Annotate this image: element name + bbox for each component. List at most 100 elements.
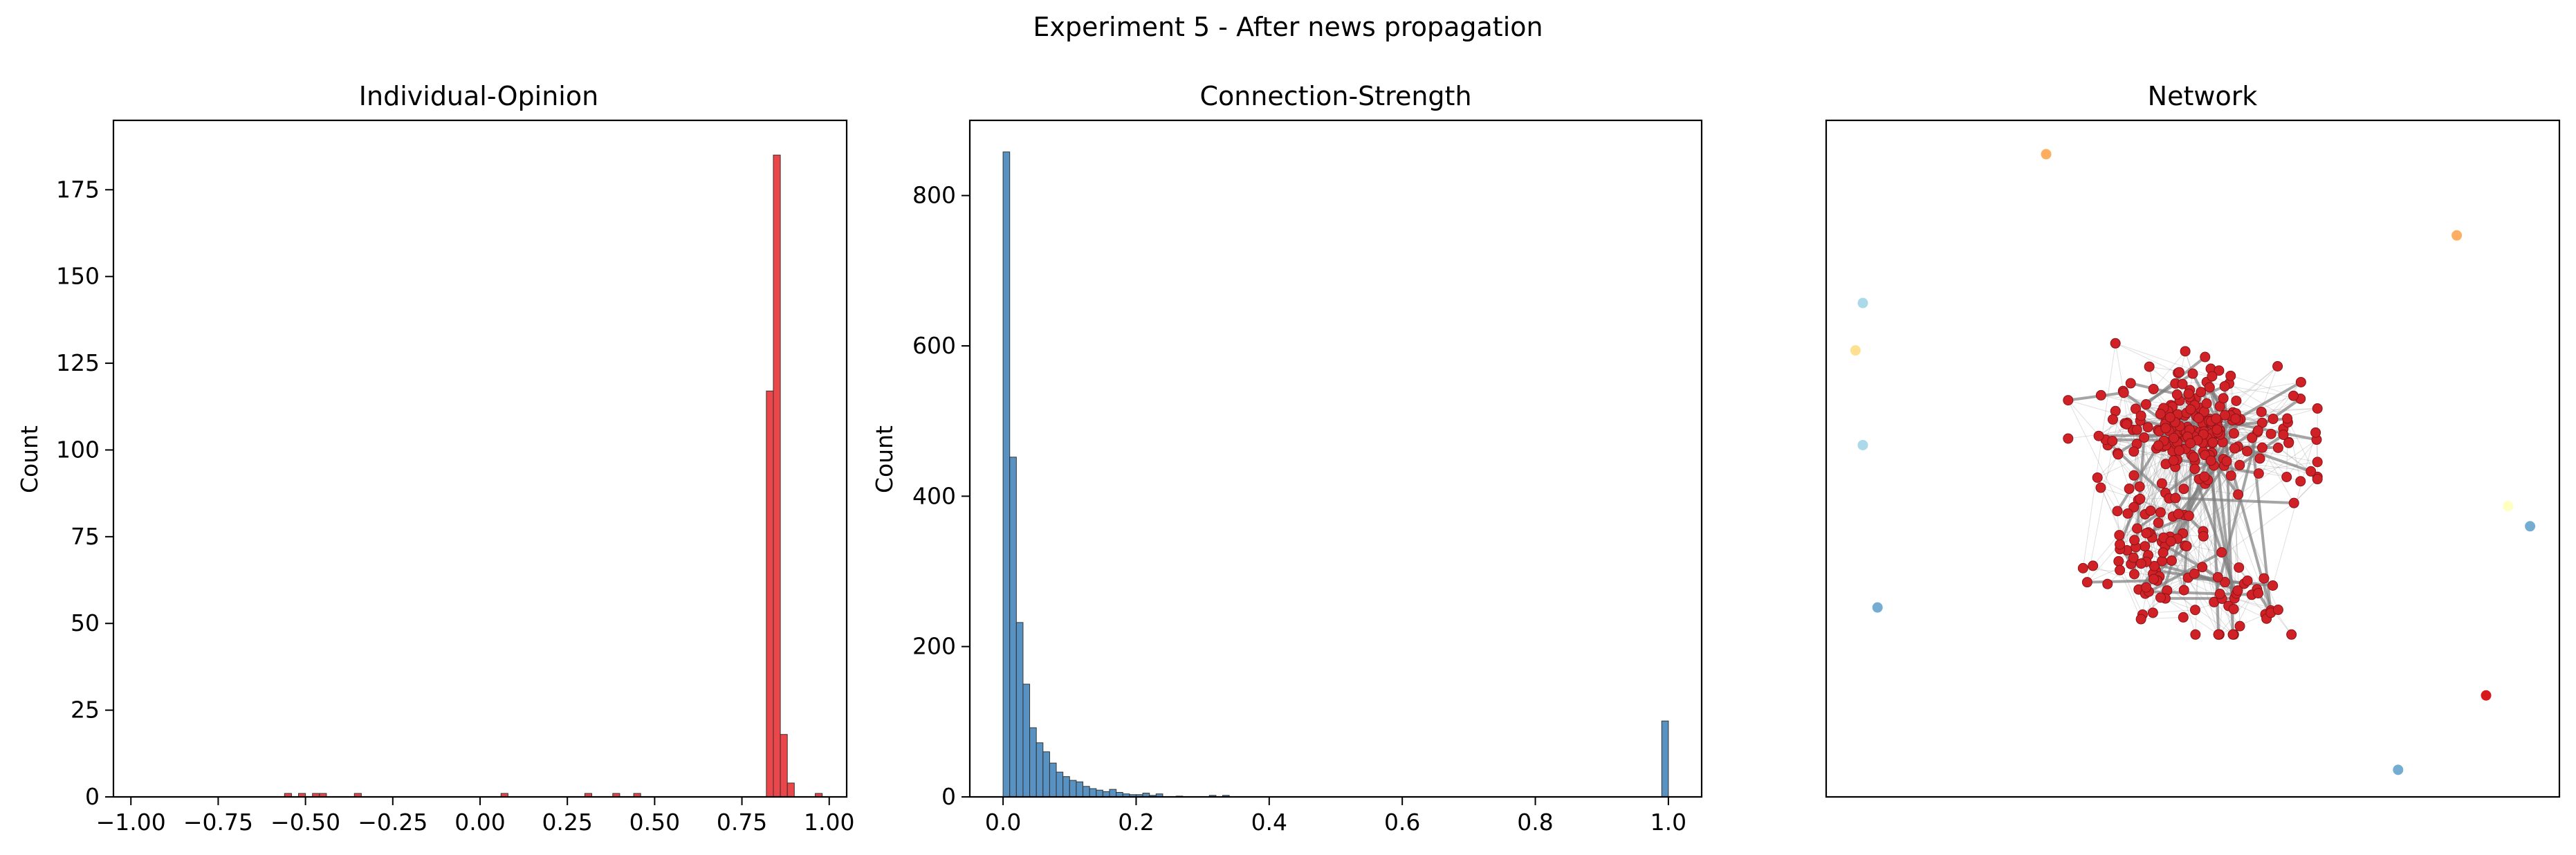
network-edge (2293, 479, 2318, 504)
network-node (2233, 489, 2244, 500)
network-edge (2190, 381, 2301, 401)
strength-bar-27 (1661, 720, 1669, 798)
opinion-bar-10 (773, 154, 781, 798)
network-edge (2272, 432, 2317, 586)
network-edge (2165, 463, 2204, 532)
network-node (2258, 573, 2270, 584)
individual-opinion-chart: Individual-Opinion Count −1.00 −0.75 −0.50… (16, 81, 855, 836)
network-node (2232, 585, 2243, 596)
network-node (2128, 569, 2140, 580)
opinion-ytick-label: 75 (71, 523, 100, 550)
strength-xtick-label: 0.0 (985, 809, 1021, 836)
network-edge (2177, 439, 2317, 540)
network-node (2193, 413, 2204, 424)
strength-bar-6 (1042, 751, 1050, 798)
network-node (2187, 368, 2198, 379)
network-node (2219, 577, 2230, 588)
network-node (2140, 399, 2151, 410)
network-node (2200, 351, 2211, 362)
network-node (2095, 482, 2106, 493)
network-node (2272, 361, 2283, 372)
network-node (2214, 589, 2225, 600)
network-node (2121, 419, 2132, 430)
network-node (2118, 387, 2129, 398)
network-edge (2115, 343, 2124, 393)
network-edge (2191, 373, 2218, 420)
opinion-ytick-label: 0 (85, 783, 100, 810)
opinion-xtick-label: 0.00 (454, 809, 505, 836)
network-node (2310, 427, 2321, 438)
network-isolated-node-7 (1872, 602, 1883, 613)
network-node (2141, 582, 2152, 593)
network-edge (2117, 454, 2130, 489)
opinion-bar-9 (766, 390, 774, 798)
network-node (2267, 414, 2279, 425)
opinion-xtick-label: −0.25 (358, 809, 427, 836)
network-node (2213, 629, 2224, 640)
network-node (2212, 571, 2223, 582)
connection-strength-axes-frame (968, 119, 1703, 798)
network-edge (2144, 437, 2159, 523)
network-isolated-node-5 (2503, 500, 2514, 511)
network-node (2112, 506, 2123, 517)
network-isolated-node-3 (1850, 345, 1861, 356)
network-node (2272, 605, 2283, 616)
network-node (2281, 472, 2292, 483)
strength-xtick-label: 0.2 (1118, 809, 1154, 836)
network-node (2135, 614, 2146, 625)
network-node (2153, 517, 2164, 528)
network-edge (2126, 513, 2128, 551)
network-node (2254, 453, 2265, 464)
network-edge (2153, 609, 2196, 614)
network-node (2183, 388, 2194, 399)
network-node (2093, 430, 2104, 441)
network-edge (2293, 479, 2318, 504)
network-title: Network (2148, 81, 2258, 111)
network-edge (2098, 408, 2136, 436)
network-node (2199, 471, 2210, 482)
network-node (2185, 404, 2196, 415)
network-node (2225, 370, 2236, 381)
opinion-xtick-label: −1.00 (96, 809, 166, 836)
network-node (2139, 432, 2150, 443)
network-node (2113, 449, 2124, 460)
network-node (2278, 430, 2289, 441)
network-node (2063, 395, 2074, 406)
strength-bar-7 (1049, 762, 1057, 798)
network-chart: Network (1825, 81, 2561, 798)
network-node (2095, 389, 2106, 401)
network-node (2214, 365, 2225, 376)
network-node (2081, 577, 2092, 588)
network-edge (2234, 598, 2272, 612)
network-node (2265, 428, 2276, 439)
network-node (2231, 395, 2242, 406)
network-node (2178, 612, 2189, 623)
network-edge (2068, 391, 2124, 402)
network-node (2114, 530, 2125, 541)
network-node (2312, 403, 2323, 414)
strength-bar-11 (1076, 781, 1084, 798)
network-node (2129, 535, 2140, 546)
network-node (2234, 459, 2245, 470)
network-edge (2140, 415, 2292, 635)
network-edge (2211, 450, 2247, 454)
strength-bar-8 (1056, 771, 1064, 798)
network-edge (2202, 494, 2238, 532)
network-node (2211, 413, 2222, 424)
strength-bar-12 (1083, 786, 1090, 798)
network-node (2216, 547, 2227, 558)
network-node (2115, 539, 2126, 550)
network-node (2107, 414, 2118, 425)
opinion-ytick-label: 25 (71, 697, 100, 724)
network-node (2234, 620, 2245, 632)
opinion-xtick-label: −0.50 (270, 809, 340, 836)
opinion-ytick-label: 100 (56, 436, 100, 463)
network-node (2122, 508, 2133, 519)
network-node (2125, 378, 2136, 389)
network-edge (2144, 551, 2223, 595)
network-axes-frame (1825, 119, 2561, 798)
opinion-xtick-label: 0.75 (717, 809, 767, 836)
network-node (2188, 452, 2199, 463)
network-node (2312, 474, 2323, 485)
network-node (2155, 592, 2166, 603)
